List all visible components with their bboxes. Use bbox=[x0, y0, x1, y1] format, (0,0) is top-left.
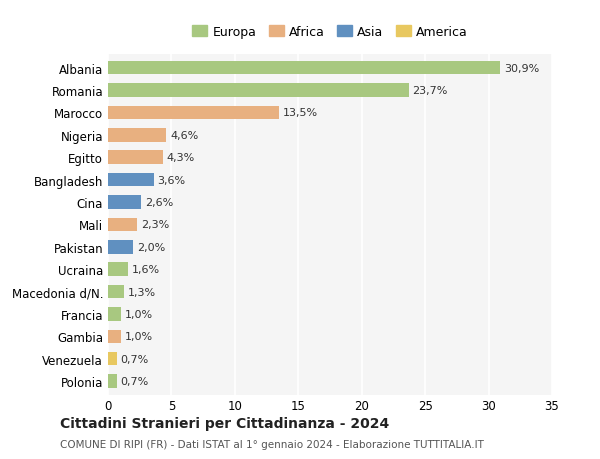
Text: 2,6%: 2,6% bbox=[145, 197, 173, 207]
Text: 0,7%: 0,7% bbox=[121, 376, 149, 386]
Text: 13,5%: 13,5% bbox=[283, 108, 318, 118]
Bar bbox=[108, 330, 121, 343]
Bar bbox=[108, 84, 409, 98]
Text: 30,9%: 30,9% bbox=[504, 63, 539, 73]
Text: 4,6%: 4,6% bbox=[170, 130, 199, 140]
Text: 0,7%: 0,7% bbox=[121, 354, 149, 364]
Bar bbox=[108, 263, 128, 276]
Bar bbox=[108, 196, 141, 209]
Text: 1,0%: 1,0% bbox=[124, 309, 152, 319]
Text: 23,7%: 23,7% bbox=[412, 86, 448, 96]
Bar bbox=[108, 241, 133, 254]
Bar bbox=[108, 218, 137, 232]
Bar bbox=[108, 308, 121, 321]
Bar bbox=[108, 151, 163, 165]
Text: 2,3%: 2,3% bbox=[141, 220, 169, 230]
Text: 4,3%: 4,3% bbox=[166, 153, 194, 163]
Legend: Europa, Africa, Asia, America: Europa, Africa, Asia, America bbox=[187, 21, 473, 44]
Text: Cittadini Stranieri per Cittadinanza - 2024: Cittadini Stranieri per Cittadinanza - 2… bbox=[60, 416, 389, 430]
Bar bbox=[108, 129, 166, 142]
Text: COMUNE DI RIPI (FR) - Dati ISTAT al 1° gennaio 2024 - Elaborazione TUTTITALIA.IT: COMUNE DI RIPI (FR) - Dati ISTAT al 1° g… bbox=[60, 440, 484, 449]
Text: 3,6%: 3,6% bbox=[157, 175, 185, 185]
Text: 1,0%: 1,0% bbox=[124, 332, 152, 341]
Bar bbox=[108, 353, 117, 366]
Bar bbox=[108, 174, 154, 187]
Text: 1,3%: 1,3% bbox=[128, 287, 157, 297]
Bar bbox=[108, 375, 117, 388]
Text: 2,0%: 2,0% bbox=[137, 242, 166, 252]
Bar bbox=[108, 62, 500, 75]
Bar bbox=[108, 106, 279, 120]
Bar bbox=[108, 285, 124, 299]
Text: 1,6%: 1,6% bbox=[132, 264, 160, 274]
